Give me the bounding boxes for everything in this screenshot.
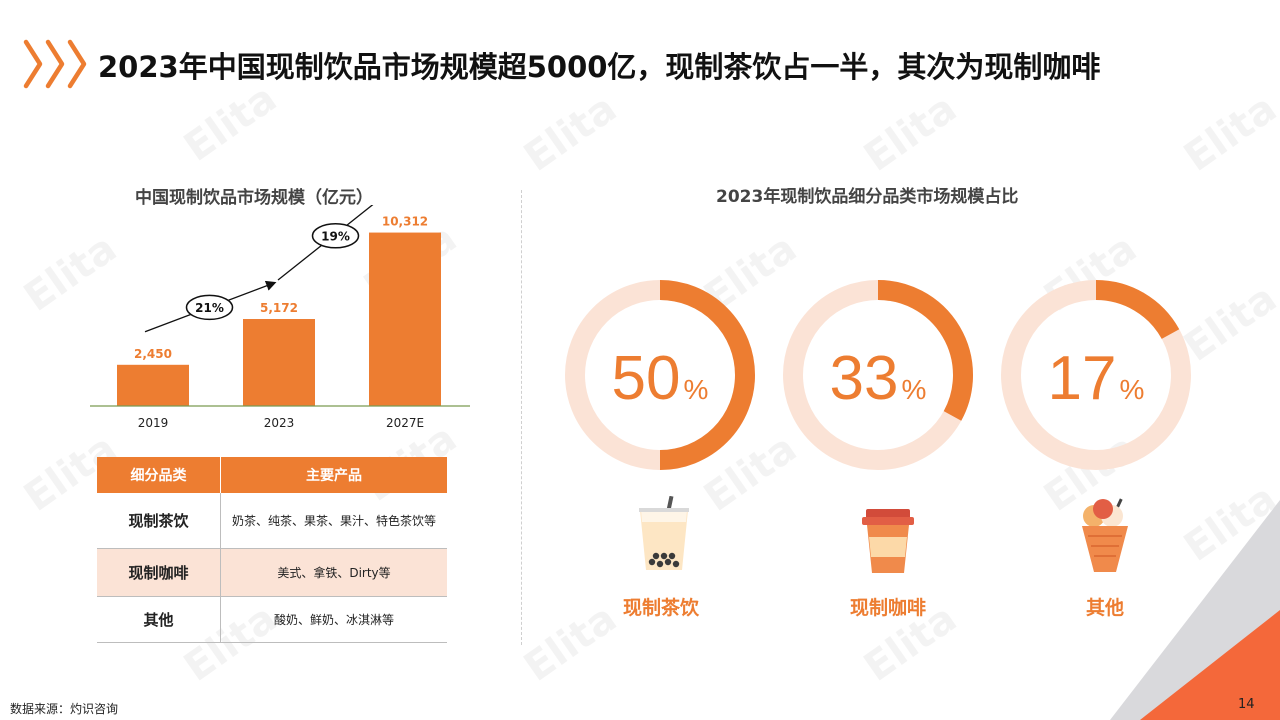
bar-chart: 2,450 2019 5,172 2023 10,312 2027E 21% 19% xyxy=(90,205,470,430)
table-header-category: 细分品类 xyxy=(97,457,221,493)
table-row: 现制咖啡 美式、拿铁、Dirty等 xyxy=(97,548,447,597)
chevron-arrows-icon xyxy=(23,39,87,89)
donut-value-label: 17 xyxy=(1048,344,1117,413)
donut-slice xyxy=(659,280,755,470)
donut-chart-title: 2023年现制饮品细分品类市场规模占比 xyxy=(716,187,1019,207)
coffee-cup-icon xyxy=(862,509,914,573)
bubble-tea-icon xyxy=(639,496,689,570)
donut-label-other: 其他 xyxy=(1085,597,1124,619)
table-header-products: 主要产品 xyxy=(220,457,447,493)
table-cell-products: 美式、拿铁、Dirty等 xyxy=(220,548,447,597)
bar-value-label: 10,312 xyxy=(382,215,428,229)
table-cell-category: 现制咖啡 xyxy=(97,548,221,597)
donut-value-label: 50 xyxy=(612,344,681,413)
watermark-text: Elita xyxy=(516,85,625,181)
bar xyxy=(369,232,441,406)
donut-unit-label: % xyxy=(1120,374,1145,405)
category-table: 细分品类 主要产品 现制茶饮 奶茶、纯茶、果茶、果汁、特色茶饮等 现制咖啡 美式… xyxy=(97,457,447,643)
donut-slice xyxy=(877,280,973,421)
x-tick-label: 2023 xyxy=(264,416,295,430)
ice-cream-icon xyxy=(1082,498,1128,572)
x-tick-label: 2027E xyxy=(386,416,424,430)
growth-badge xyxy=(311,223,360,249)
source-footnote: 数据来源：灼识咨询 xyxy=(10,702,119,716)
growth-badge xyxy=(185,294,234,321)
donut-label-tea: 现制茶饮 xyxy=(622,597,699,619)
table-cell-category: 现制茶饮 xyxy=(97,493,221,549)
x-tick-label: 2019 xyxy=(138,416,169,430)
table-cell-products: 酸奶、鲜奶、冰淇淋等 xyxy=(220,596,447,643)
table-cell-products: 奶茶、纯茶、果茶、果汁、特色茶饮等 xyxy=(220,493,447,549)
growth-rate-label: 19% xyxy=(321,229,350,243)
page-number: 14 xyxy=(1238,697,1255,712)
table-row: 现制茶饮 奶茶、纯茶、果茶、果汁、特色茶饮等 xyxy=(97,493,447,549)
donut-slice xyxy=(1095,280,1180,340)
bar-chart-title: 中国现制饮品市场规模（亿元） xyxy=(135,188,373,208)
watermark-text: Elita xyxy=(1176,85,1280,181)
watermark-text: Elita xyxy=(176,75,285,171)
growth-rate-label: 21% xyxy=(195,301,224,315)
donut-unit-label: % xyxy=(684,374,709,405)
donut-value-label: 33 xyxy=(830,344,899,413)
bar xyxy=(243,319,315,406)
page-title: 2023年中国现制饮品市场规模超5000亿，现制茶饮占一半，其次为现制咖啡 xyxy=(98,50,1101,84)
section-divider xyxy=(521,190,522,645)
table-cell-category: 其他 xyxy=(97,596,221,643)
donut-charts: 50% 33% 17% xyxy=(565,280,1191,470)
bar xyxy=(117,364,189,406)
bar-value-label: 5,172 xyxy=(260,301,298,315)
bar-value-label: 2,450 xyxy=(134,347,172,361)
table-row: 其他 酸奶、鲜奶、冰淇淋等 xyxy=(97,596,447,643)
corner-decoration xyxy=(1110,500,1280,720)
watermark-text: Elita xyxy=(856,85,965,181)
donut-label-coffee: 现制咖啡 xyxy=(849,597,926,619)
donut-unit-label: % xyxy=(902,374,927,405)
